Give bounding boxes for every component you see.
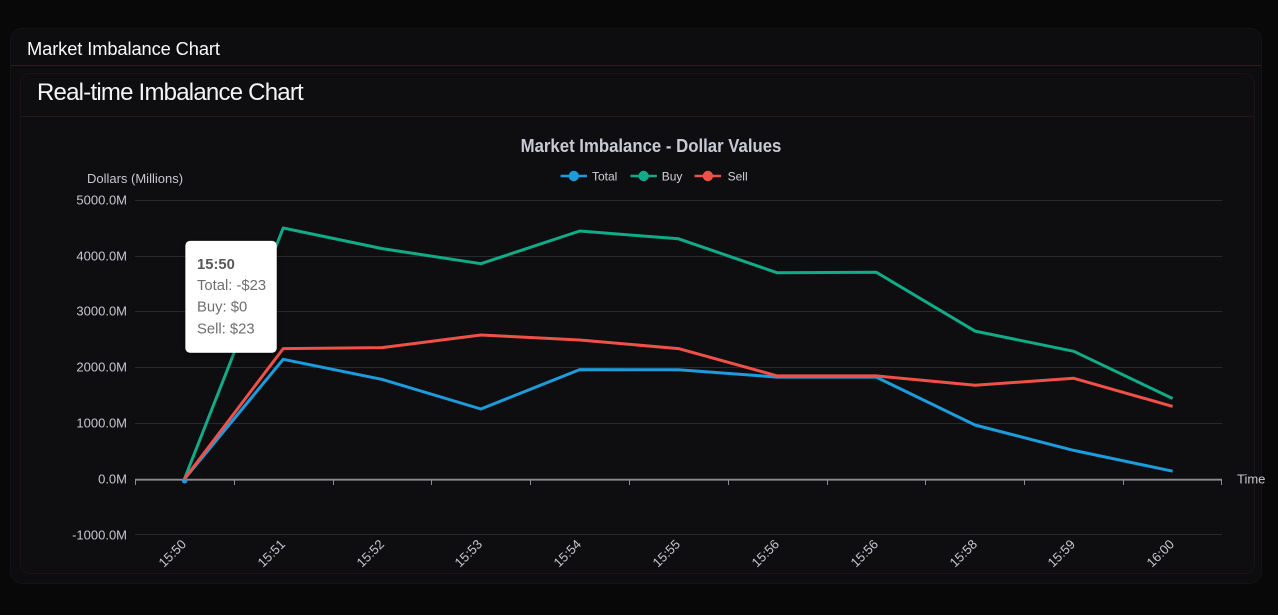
svg-text:16:00: 16:00 (1144, 537, 1178, 571)
svg-text:Sell: $23: Sell: $23 (197, 322, 255, 338)
svg-text:Market Imbalance - Dollar Valu: Market Imbalance - Dollar Values (521, 135, 782, 156)
svg-text:Buy: $0: Buy: $0 (197, 300, 247, 316)
svg-text:15:56: 15:56 (749, 537, 783, 571)
svg-text:Sell: Sell (728, 170, 748, 184)
svg-text:Total: Total (592, 170, 617, 184)
svg-text:15:54: 15:54 (551, 537, 585, 571)
svg-text:4000.0M: 4000.0M (76, 249, 127, 264)
svg-text:Time: Time (1237, 472, 1265, 487)
svg-text:2000.0M: 2000.0M (76, 360, 127, 375)
svg-text:15:55: 15:55 (650, 537, 684, 571)
svg-text:5000.0M: 5000.0M (76, 193, 127, 208)
svg-text:15:58: 15:58 (947, 537, 981, 571)
svg-text:15:56: 15:56 (848, 537, 882, 571)
svg-text:15:53: 15:53 (452, 537, 486, 571)
svg-text:15:50: 15:50 (156, 537, 190, 571)
svg-text:Buy: Buy (662, 170, 683, 184)
svg-text:Dollars (Millions): Dollars (Millions) (87, 171, 183, 186)
svg-text:15:51: 15:51 (255, 537, 289, 571)
svg-text:-1000.0M: -1000.0M (72, 528, 127, 543)
svg-text:Total: -$23: Total: -$23 (197, 278, 266, 294)
svg-text:15:50: 15:50 (197, 257, 235, 273)
svg-text:1000.0M: 1000.0M (76, 416, 127, 431)
svg-text:3000.0M: 3000.0M (76, 304, 127, 319)
svg-text:15:52: 15:52 (354, 537, 388, 571)
svg-text:0.0M: 0.0M (98, 472, 127, 487)
svg-text:15:59: 15:59 (1045, 537, 1079, 571)
